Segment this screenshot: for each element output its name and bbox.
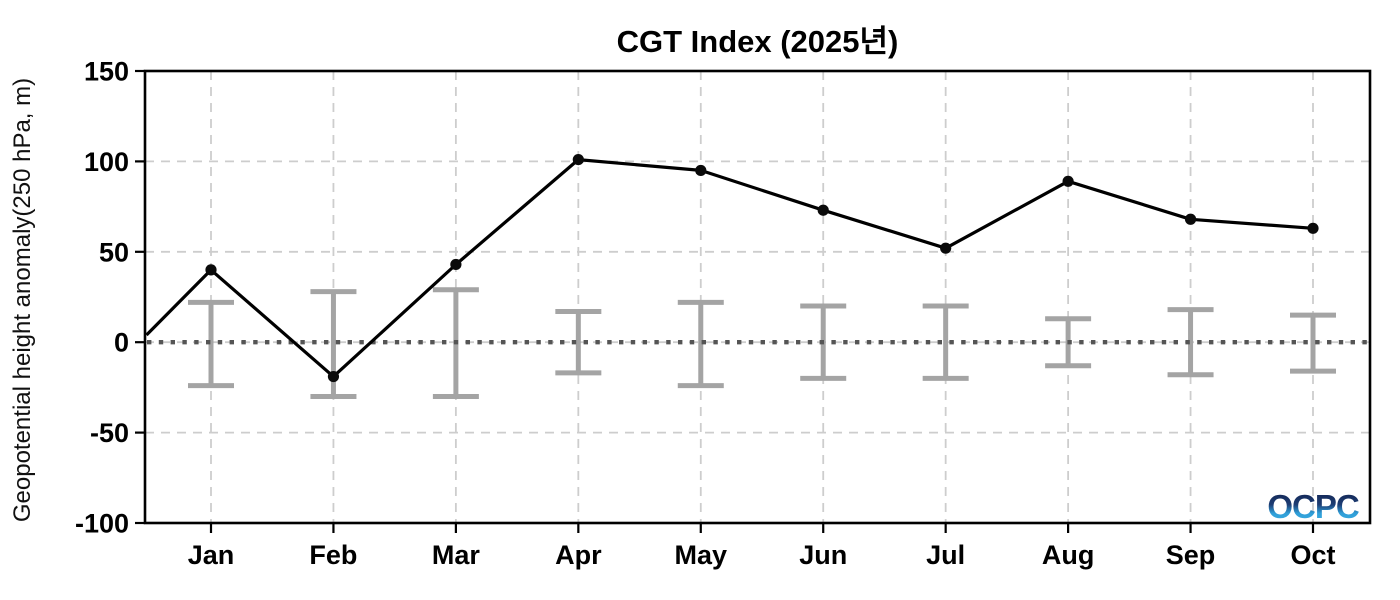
axis-tick-labels: 150 100 50 0 -50 -100 Jan Feb Mar Apr May Jun Jul Aug… xyxy=(75,57,1336,571)
data-point-sep xyxy=(1184,213,1197,225)
x-tick-label-jun: Jun xyxy=(799,540,847,570)
data-point-jun xyxy=(817,204,829,216)
y-tick-label-100: 100 xyxy=(84,147,129,177)
data-point-may xyxy=(695,164,707,177)
y-tick-label--100: -100 xyxy=(75,509,129,539)
y-tick-label-150: 150 xyxy=(84,57,129,87)
x-tick-label-aug: Aug xyxy=(1042,540,1094,570)
data-point-apr xyxy=(572,153,584,166)
axis-ticks xyxy=(135,69,1315,533)
data-point-feb xyxy=(327,370,340,383)
y-tick-label-50: 50 xyxy=(99,237,129,267)
error-bar-jul xyxy=(922,303,969,381)
x-tick-label-may: May xyxy=(675,540,728,570)
x-tick-label-mar: Mar xyxy=(432,540,481,570)
ocpc-logo: OCPC xyxy=(1267,488,1359,525)
error-bar-oct xyxy=(1290,312,1336,374)
x-tick-label-jul: Jul xyxy=(926,540,965,570)
error-bar-jan xyxy=(188,299,234,389)
data-point-oct xyxy=(1307,222,1319,234)
error-bar-may xyxy=(677,299,724,389)
error-bar-sep xyxy=(1167,307,1214,378)
data-point-mar xyxy=(450,258,462,271)
x-tick-label-oct: Oct xyxy=(1290,540,1335,570)
x-tick-label-jan: Jan xyxy=(188,540,235,570)
data-markers xyxy=(205,153,1319,383)
error-bar-apr xyxy=(555,308,602,376)
data-point-aug xyxy=(1062,175,1074,187)
plot-frame xyxy=(143,69,1372,525)
error-bars xyxy=(188,287,1336,399)
x-tick-label-feb: Feb xyxy=(309,540,357,570)
data-point-jan xyxy=(205,264,217,276)
x-tick-label-sep: Sep xyxy=(1166,540,1216,570)
data-point-jul xyxy=(940,242,952,254)
y-tick-label--50: -50 xyxy=(90,418,129,448)
chart-title: CGT Index (2025년) xyxy=(617,24,899,59)
y-axis-label: Geopotential height anomaly(250 hPa, m) xyxy=(9,78,36,522)
y-tick-label-0: 0 xyxy=(114,328,129,358)
x-tick-label-apr: Apr xyxy=(555,540,602,570)
